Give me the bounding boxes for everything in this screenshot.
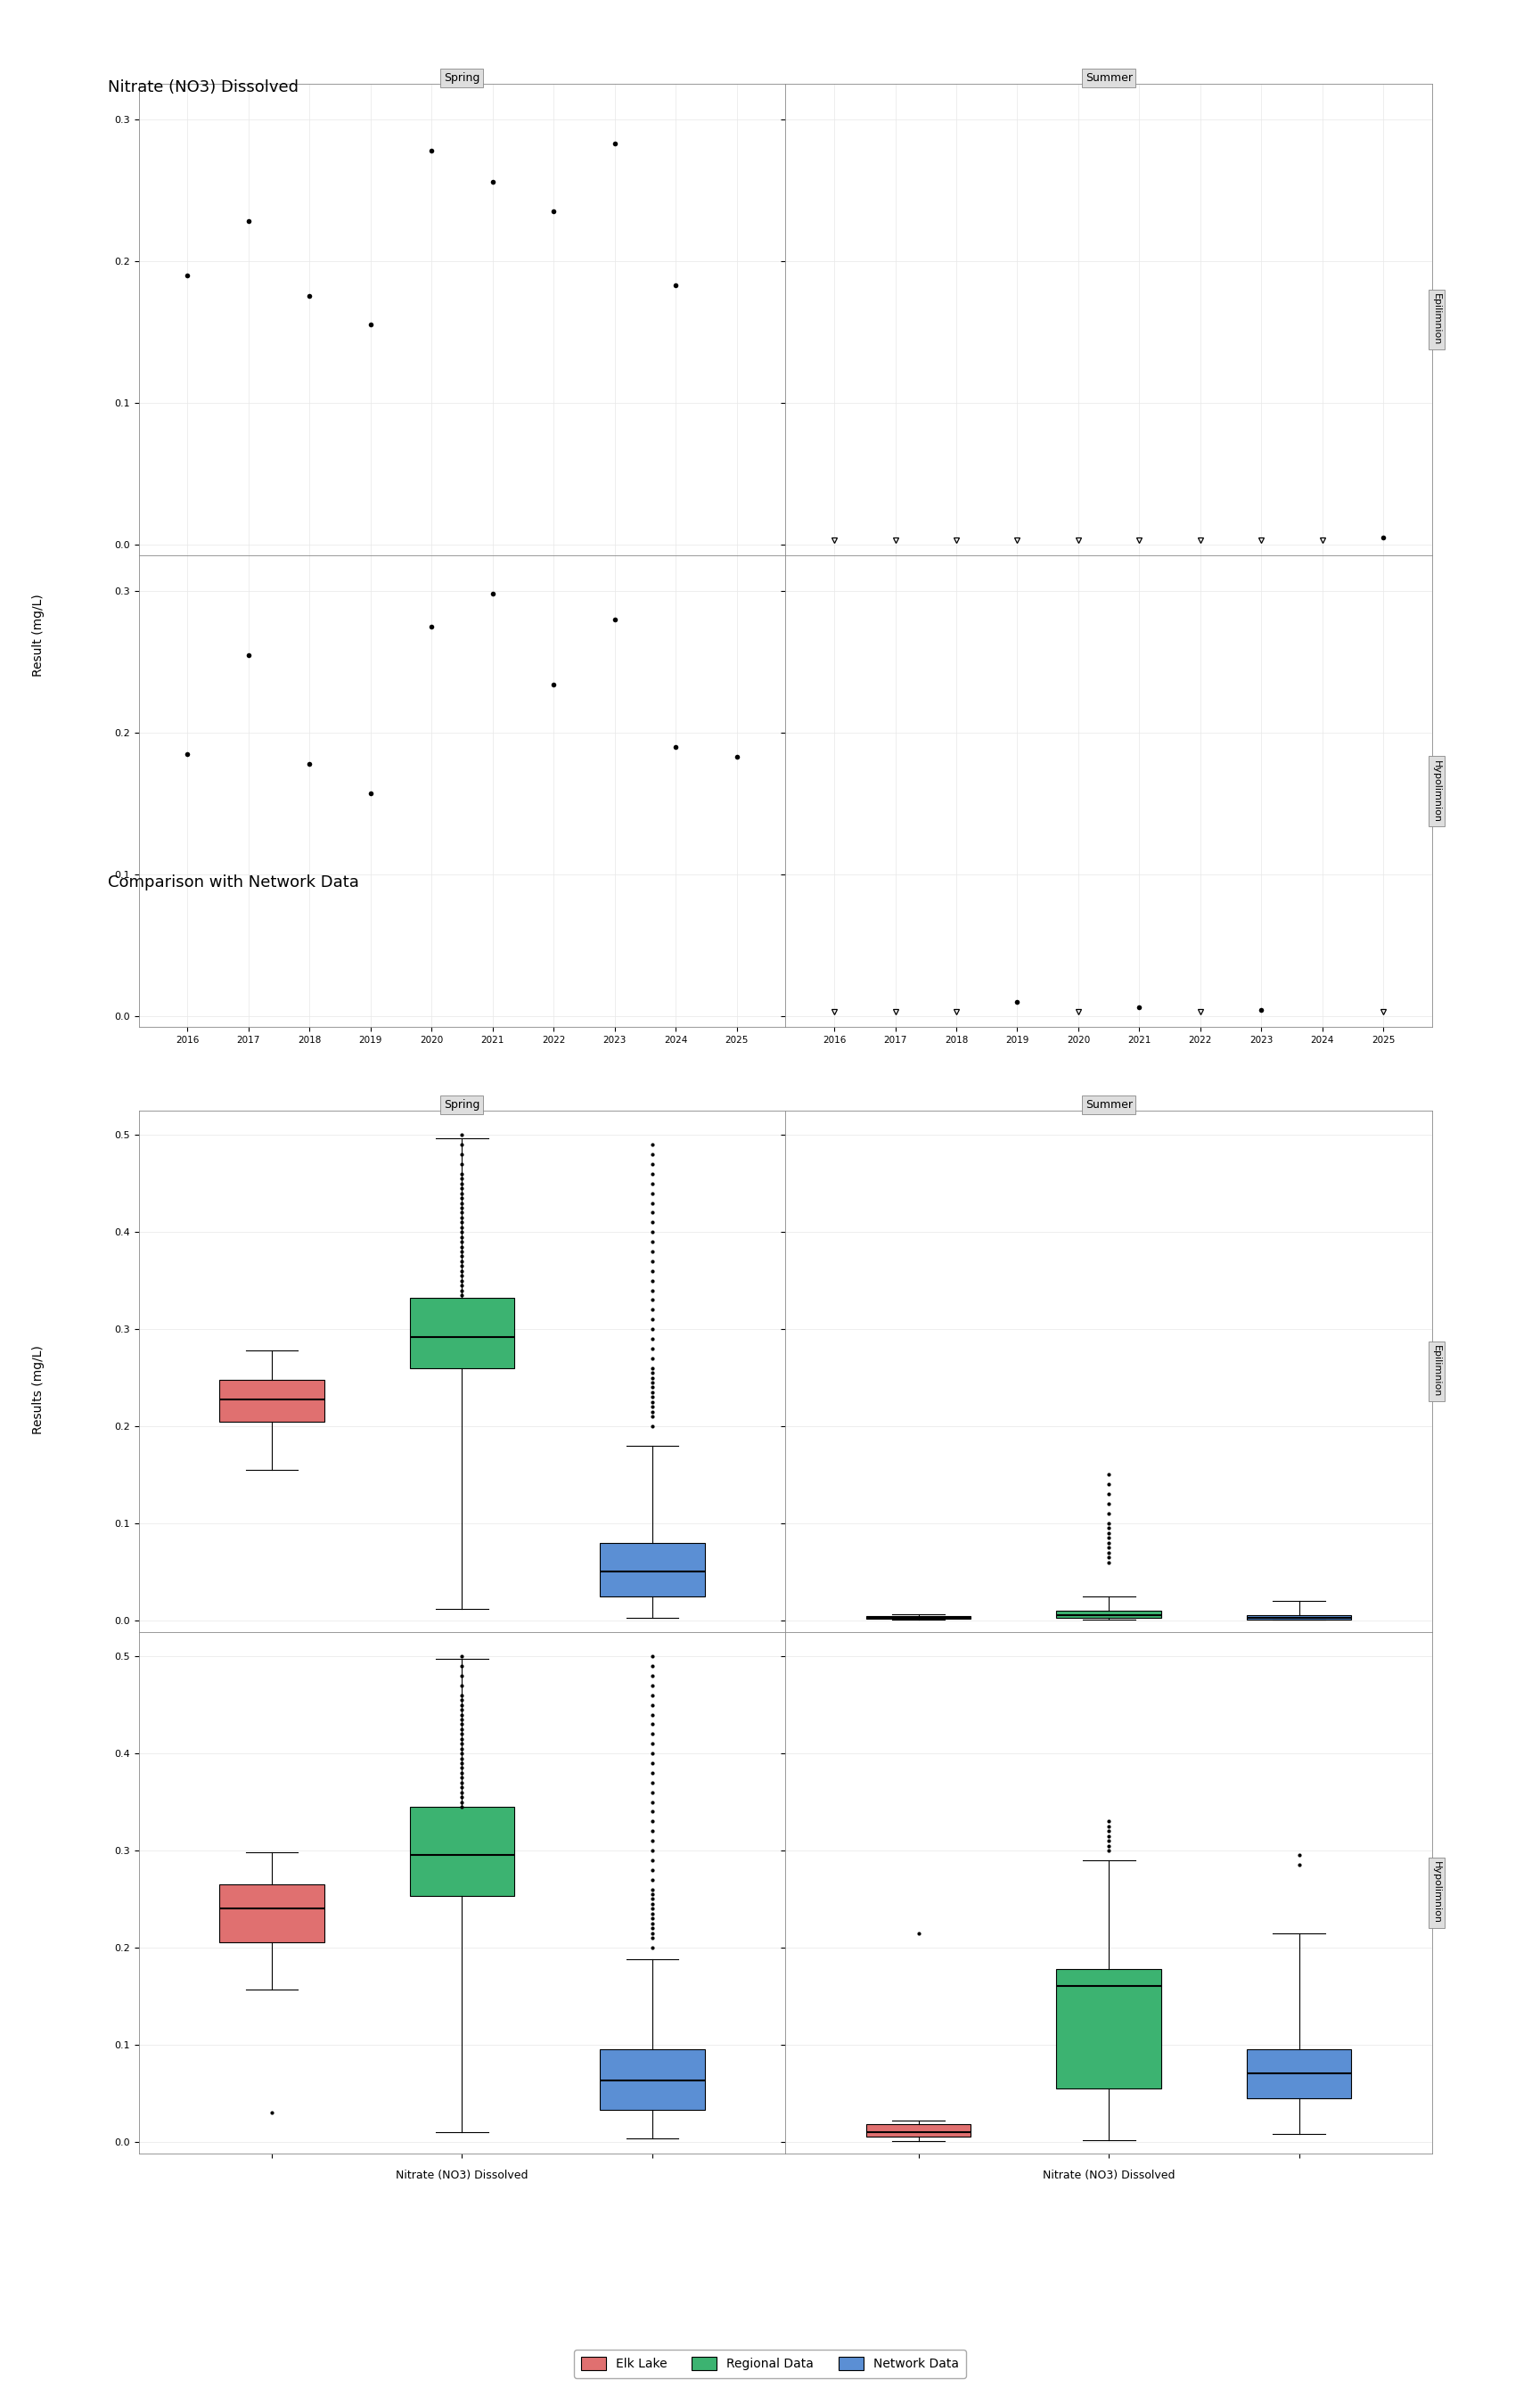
Point bbox=[1127, 987, 1152, 1025]
PathPatch shape bbox=[410, 1299, 514, 1368]
Text: Epilimnion: Epilimnion bbox=[1432, 1344, 1441, 1397]
Point bbox=[1371, 518, 1395, 556]
Point bbox=[419, 132, 444, 170]
PathPatch shape bbox=[1247, 2049, 1352, 2099]
Text: Spring: Spring bbox=[444, 72, 480, 84]
PathPatch shape bbox=[219, 1380, 323, 1421]
Point bbox=[602, 125, 627, 163]
Text: Nitrate (NO3) Dissolved: Nitrate (NO3) Dissolved bbox=[108, 79, 299, 96]
Point bbox=[1249, 992, 1274, 1030]
Point bbox=[1006, 982, 1030, 1021]
Point bbox=[297, 278, 322, 316]
Point bbox=[602, 599, 627, 637]
Point bbox=[541, 192, 565, 230]
PathPatch shape bbox=[1056, 1610, 1161, 1617]
Point bbox=[541, 666, 565, 704]
PathPatch shape bbox=[601, 1543, 704, 1596]
PathPatch shape bbox=[1247, 1615, 1352, 1620]
Point bbox=[664, 728, 688, 767]
Point bbox=[236, 635, 260, 673]
Point bbox=[297, 745, 322, 783]
Point bbox=[359, 774, 383, 812]
Point bbox=[724, 738, 748, 776]
PathPatch shape bbox=[410, 1807, 514, 1895]
X-axis label: Nitrate (NO3) Dissolved: Nitrate (NO3) Dissolved bbox=[1043, 2168, 1175, 2180]
Legend: Elk Lake, Regional Data, Network Data: Elk Lake, Regional Data, Network Data bbox=[574, 2350, 966, 2377]
X-axis label: Nitrate (NO3) Dissolved: Nitrate (NO3) Dissolved bbox=[396, 2168, 528, 2180]
Text: Summer: Summer bbox=[1086, 1100, 1132, 1112]
PathPatch shape bbox=[1056, 1970, 1161, 2089]
Text: Result (mg/L): Result (mg/L) bbox=[32, 594, 45, 676]
Text: Results (mg/L): Results (mg/L) bbox=[32, 1344, 45, 1435]
Text: Hypolimnion: Hypolimnion bbox=[1432, 1862, 1441, 1924]
Point bbox=[176, 256, 200, 295]
Point bbox=[176, 736, 200, 774]
PathPatch shape bbox=[601, 2049, 704, 2111]
PathPatch shape bbox=[219, 1883, 323, 1943]
Point bbox=[359, 307, 383, 345]
Text: Spring: Spring bbox=[444, 1100, 480, 1112]
Text: Epilimnion: Epilimnion bbox=[1432, 295, 1441, 345]
Text: Comparison with Network Data: Comparison with Network Data bbox=[108, 875, 359, 891]
Point bbox=[480, 575, 505, 613]
PathPatch shape bbox=[865, 2125, 970, 2137]
Point bbox=[480, 163, 505, 201]
Point bbox=[236, 201, 260, 240]
Text: Hypolimnion: Hypolimnion bbox=[1432, 760, 1441, 822]
Point bbox=[419, 606, 444, 645]
Text: Summer: Summer bbox=[1086, 72, 1132, 84]
Point bbox=[664, 266, 688, 304]
